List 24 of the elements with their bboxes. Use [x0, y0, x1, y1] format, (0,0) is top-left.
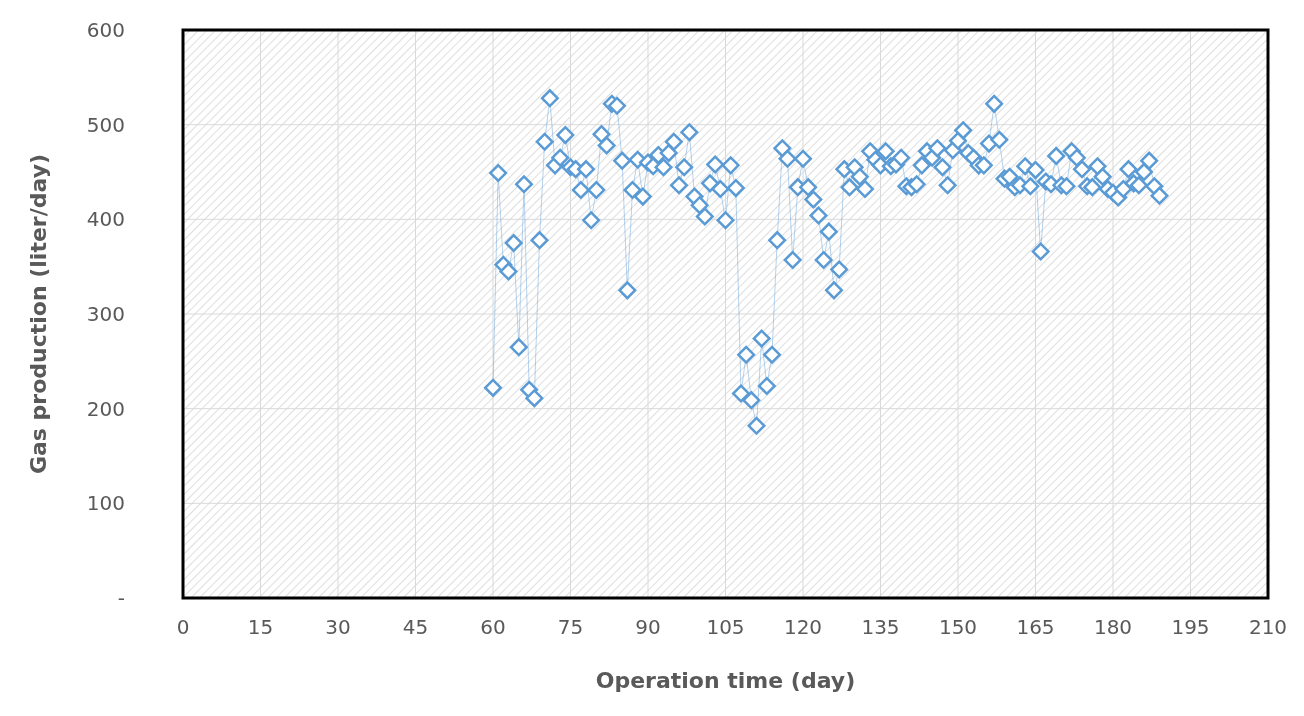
- y-tick-label: 500: [86, 112, 125, 137]
- x-axis-title: Operation time (day): [595, 668, 856, 693]
- y-tick-label: 600: [86, 18, 125, 42]
- x-tick-label: 15: [247, 615, 274, 639]
- x-tick-label: 120: [783, 615, 823, 639]
- x-tick-label: 135: [861, 615, 900, 639]
- x-tick-label: 60: [480, 615, 506, 639]
- x-tick-label: 105: [706, 615, 745, 639]
- x-tick-label: 30: [325, 615, 351, 639]
- x-tick-label: 90: [635, 615, 661, 639]
- y-tick-label: 300: [86, 302, 125, 326]
- x-tick-label: 75: [557, 615, 584, 639]
- y-tick-label: -: [117, 586, 125, 610]
- y-tick-label: 200: [86, 396, 125, 421]
- y-tick-label: 400: [86, 207, 125, 232]
- x-tick-label: 210: [1248, 615, 1288, 639]
- x-tick-label: 165: [1016, 615, 1055, 639]
- x-tick-label: 195: [1171, 615, 1210, 639]
- y-tick-label: 100: [86, 491, 125, 516]
- x-tick-label: 45: [402, 615, 429, 639]
- x-tick-label: 150: [938, 615, 978, 639]
- y-axis-title: Gas production (liter/day): [26, 153, 51, 475]
- x-tick-label: 0: [176, 615, 190, 639]
- x-tick-label: 180: [1093, 615, 1133, 639]
